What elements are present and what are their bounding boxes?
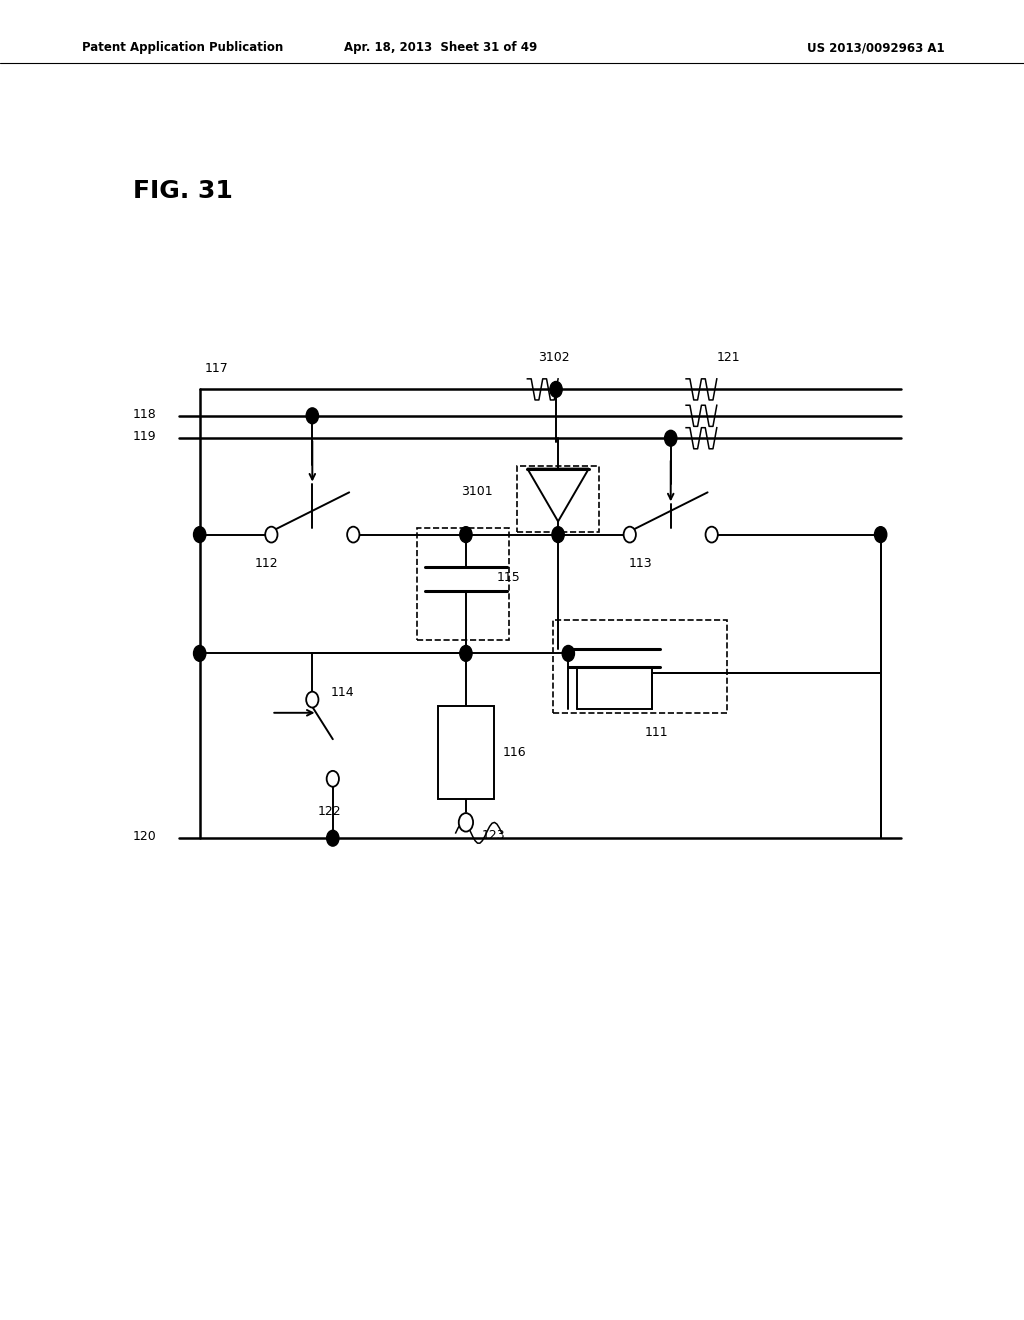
Circle shape xyxy=(327,830,339,846)
Text: 122: 122 xyxy=(317,805,341,818)
Text: 113: 113 xyxy=(628,557,652,570)
Text: 123: 123 xyxy=(481,829,505,842)
Bar xyxy=(438,706,494,799)
Text: US 2013/0092963 A1: US 2013/0092963 A1 xyxy=(807,41,944,54)
Circle shape xyxy=(306,692,318,708)
Text: 114: 114 xyxy=(331,686,354,700)
Text: 118: 118 xyxy=(133,408,157,421)
Circle shape xyxy=(460,645,472,661)
Bar xyxy=(517,466,599,532)
Text: 116: 116 xyxy=(503,746,526,759)
Text: FIG. 31: FIG. 31 xyxy=(133,180,233,203)
Circle shape xyxy=(194,645,206,661)
Text: 111: 111 xyxy=(645,726,669,739)
Bar xyxy=(553,620,727,713)
Text: Patent Application Publication: Patent Application Publication xyxy=(82,41,284,54)
Text: 3102: 3102 xyxy=(538,351,569,364)
Text: 117: 117 xyxy=(205,362,228,375)
Circle shape xyxy=(306,408,318,424)
Text: 119: 119 xyxy=(133,430,157,444)
Circle shape xyxy=(874,527,887,543)
Text: 115: 115 xyxy=(497,572,520,583)
Circle shape xyxy=(459,813,473,832)
Text: 120: 120 xyxy=(133,830,157,843)
Circle shape xyxy=(347,527,359,543)
Circle shape xyxy=(706,527,718,543)
Text: Apr. 18, 2013  Sheet 31 of 49: Apr. 18, 2013 Sheet 31 of 49 xyxy=(344,41,537,54)
Circle shape xyxy=(624,527,636,543)
Text: 121: 121 xyxy=(717,351,740,364)
Circle shape xyxy=(327,771,339,787)
Text: 3101: 3101 xyxy=(461,486,493,498)
Text: 112: 112 xyxy=(254,557,279,570)
Circle shape xyxy=(265,527,278,543)
Circle shape xyxy=(562,645,574,661)
Circle shape xyxy=(550,381,562,397)
Bar xyxy=(417,528,509,640)
Circle shape xyxy=(194,527,206,543)
Circle shape xyxy=(552,527,564,543)
Circle shape xyxy=(460,527,472,543)
Circle shape xyxy=(665,430,677,446)
